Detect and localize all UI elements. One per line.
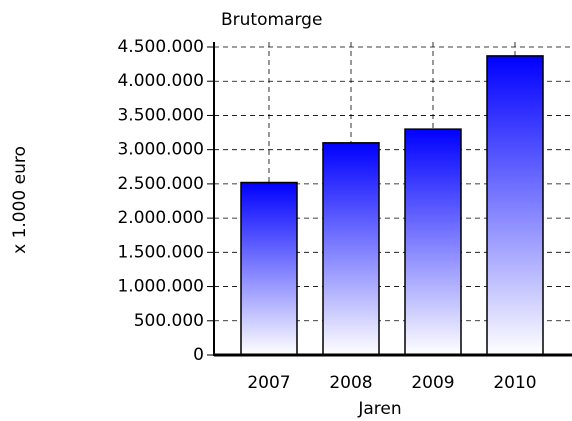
bar — [404, 128, 462, 356]
y-tick-label: 2.000.000 — [117, 208, 204, 228]
y-tick-label: 2.500.000 — [117, 174, 204, 194]
y-tick-label: 4.000.000 — [117, 71, 204, 91]
bar — [486, 55, 544, 356]
bar — [322, 142, 380, 356]
y-tick-label: 1.500.000 — [117, 242, 204, 262]
x-tick-label: 2008 — [329, 373, 372, 393]
y-tick-label: 0 — [193, 345, 204, 365]
x-tick-label: 2010 — [493, 373, 536, 393]
x-axis-label: Jaren — [357, 399, 401, 419]
x-tick-label: 2007 — [247, 373, 290, 393]
y-tick-label: 500.000 — [134, 311, 204, 331]
y-tick-label: 4.500.000 — [117, 37, 204, 57]
y-tick-label: 3.500.000 — [117, 105, 204, 125]
chart-title: Brutomarge — [221, 10, 322, 30]
bar — [240, 181, 298, 356]
x-tick-label: 2009 — [411, 373, 454, 393]
y-tick-label: 3.000.000 — [117, 140, 204, 160]
y-axis-label: x 1.000 euro — [10, 146, 30, 254]
y-tick-label: 1.000.000 — [117, 277, 204, 297]
